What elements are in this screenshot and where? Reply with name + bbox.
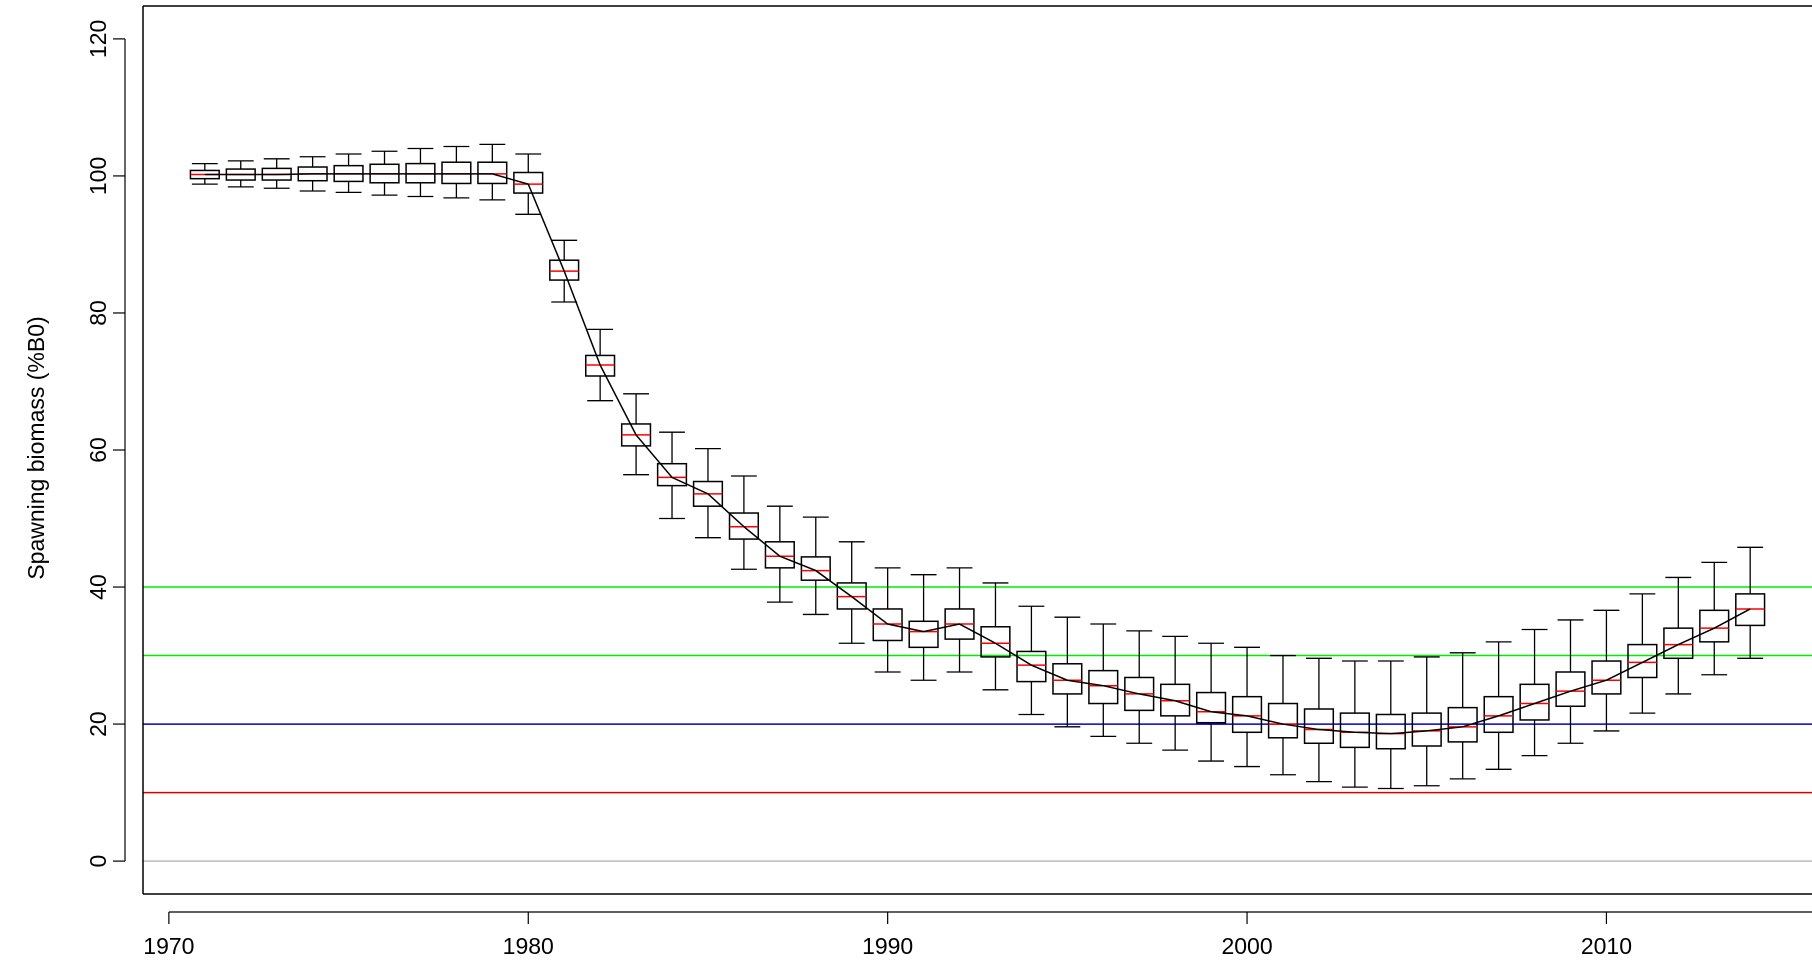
box bbox=[1303, 708, 1335, 745]
y-tick-label: 20 bbox=[85, 711, 111, 737]
y-tick-label: 120 bbox=[85, 20, 111, 58]
box bbox=[764, 541, 795, 569]
box bbox=[1447, 706, 1478, 743]
box bbox=[908, 620, 939, 649]
box bbox=[441, 161, 472, 185]
y-tick-label: 100 bbox=[85, 157, 111, 195]
box bbox=[1699, 609, 1730, 643]
y-tick-label: 80 bbox=[85, 300, 111, 326]
median-line bbox=[204, 173, 1751, 735]
box bbox=[1195, 691, 1227, 724]
x-tick-label: 2000 bbox=[1221, 933, 1272, 959]
box bbox=[1267, 702, 1299, 739]
y-axis-label: Spawning biomass (%B0) bbox=[23, 316, 49, 579]
y-tick-label: 40 bbox=[85, 574, 111, 600]
box bbox=[800, 556, 831, 581]
y-tick-label: 0 bbox=[85, 855, 111, 868]
y-tick-label: 60 bbox=[85, 437, 111, 463]
box bbox=[1339, 712, 1370, 749]
box bbox=[1519, 683, 1550, 721]
box bbox=[1016, 650, 1047, 683]
box bbox=[1591, 660, 1622, 695]
box bbox=[1663, 627, 1694, 660]
x-tick-label: 1970 bbox=[143, 933, 194, 959]
box bbox=[1483, 695, 1514, 734]
box bbox=[1555, 671, 1586, 708]
box bbox=[980, 626, 1011, 658]
box bbox=[513, 171, 544, 194]
x-tick-label: 1990 bbox=[862, 933, 913, 959]
box bbox=[656, 462, 688, 487]
box bbox=[1627, 643, 1658, 679]
x-tick-label: 2010 bbox=[1581, 933, 1632, 959]
box bbox=[1375, 713, 1406, 750]
box bbox=[477, 161, 508, 185]
box bbox=[549, 259, 580, 281]
x-tick-label: 1980 bbox=[503, 933, 554, 959]
box bbox=[1088, 669, 1119, 705]
box bbox=[1052, 663, 1083, 695]
